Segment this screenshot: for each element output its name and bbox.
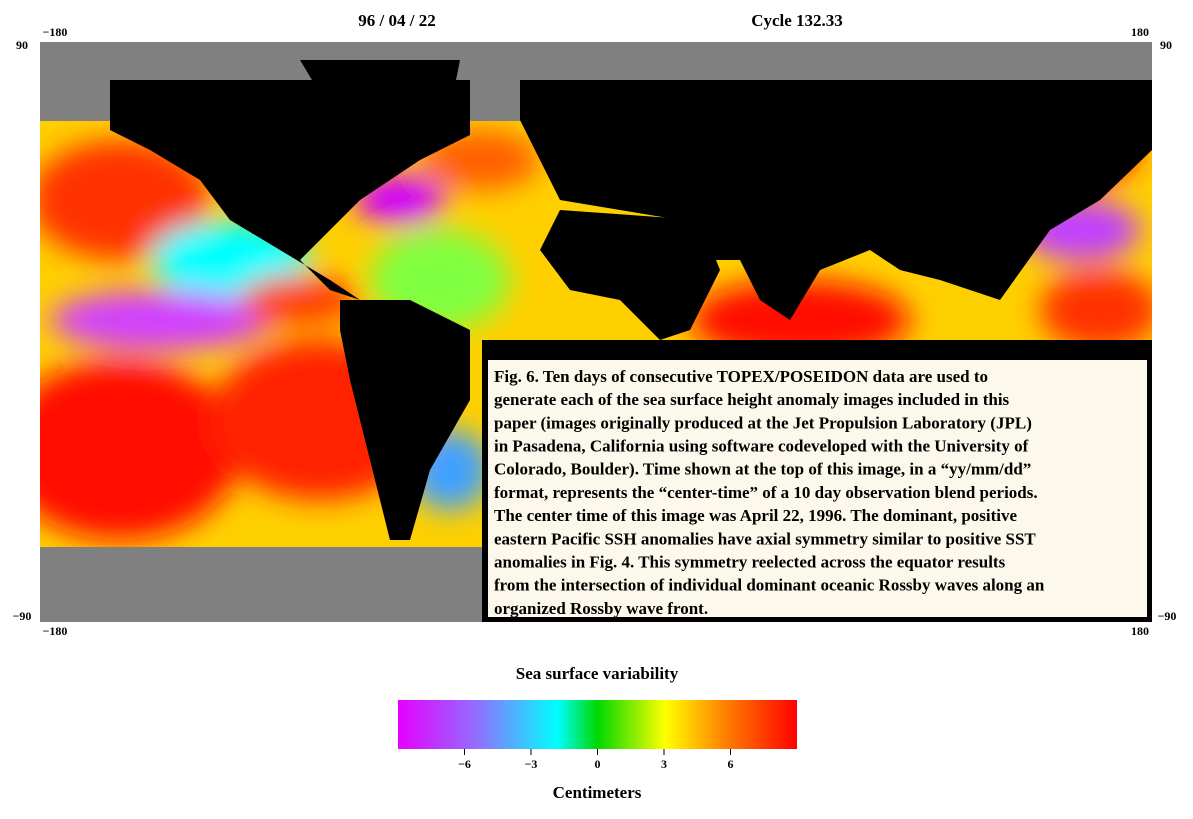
caption-line: organized Rossby wave front. — [494, 599, 708, 618]
caption: Fig. 6. Ten days of consecutive TOPEX/PO… — [494, 367, 1045, 618]
lat-label: 90 — [16, 38, 28, 52]
tick-label: 3 — [661, 757, 667, 771]
lon-label: 180 — [1131, 25, 1149, 39]
caption-line: anomalies in Fig. 4. This symmetry reele… — [494, 553, 1006, 572]
colorbar-title: Sea surface variability — [516, 664, 679, 683]
lat-label: 90 — [1160, 38, 1172, 52]
lat-label: −90 — [1158, 609, 1177, 623]
caption-line: The center time of this image was April … — [494, 506, 1018, 525]
date: 96 / 04 / 22 — [358, 11, 435, 30]
caption-box — [488, 360, 1147, 617]
caption-line: generate each of the sea surface height … — [494, 390, 1010, 409]
lon-label: 180 — [1131, 624, 1149, 638]
tick-label: 6 — [728, 757, 734, 771]
tick-label: 0 — [595, 757, 601, 771]
colorbar-ticks: −6 −3 0 3 6 — [458, 749, 734, 771]
tick-label: −3 — [525, 757, 538, 771]
caption-line: paper (images originally produced at the… — [494, 413, 1032, 432]
cycle: Cycle 132.33 — [751, 11, 843, 30]
lat-label: −90 — [13, 609, 32, 623]
caption-line: Fig. 6. Ten days of consecutive TOPEX/PO… — [494, 367, 988, 386]
colorbar — [398, 700, 797, 749]
tick-label: −6 — [458, 757, 471, 771]
lon-label: −180 — [43, 624, 68, 638]
caption-line: from the intersection of individual domi… — [494, 576, 1045, 595]
caption-line: in Pasadena, California using software c… — [494, 437, 1029, 456]
caption-line: Colorado, Boulder). Time shown at the to… — [494, 460, 1031, 479]
caption-line: format, represents the “center-time” of … — [494, 483, 1038, 502]
caption-line: eastern Pacific SSH anomalies have axial… — [494, 529, 1036, 548]
colorbar-unit: Centimeters — [553, 783, 642, 802]
map — [40, 42, 1152, 622]
lon-label: −180 — [43, 25, 68, 39]
